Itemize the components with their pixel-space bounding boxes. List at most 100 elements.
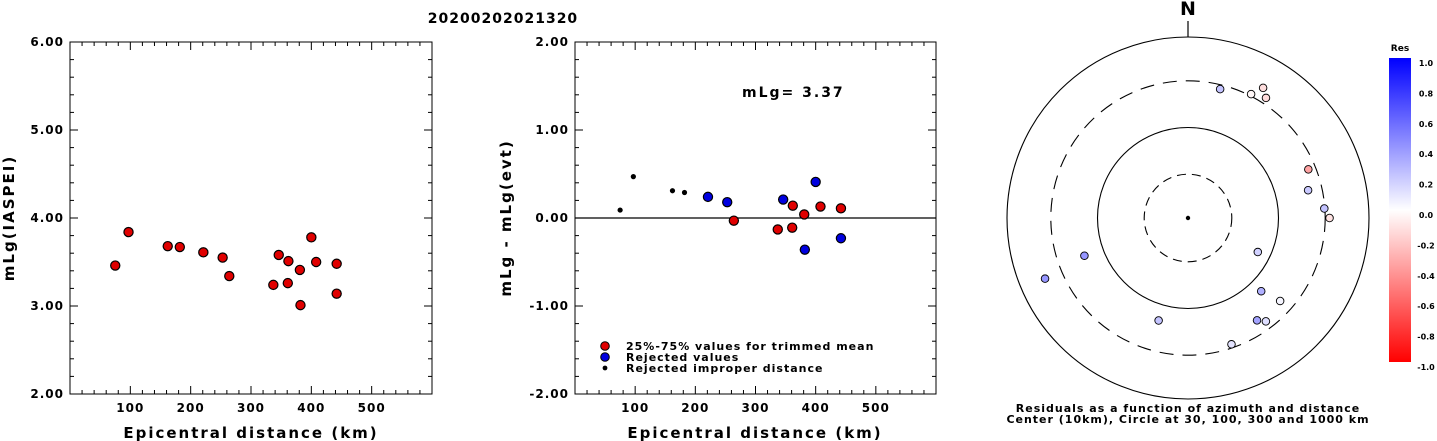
- middle-data-point: [728, 215, 740, 226]
- colorbar-gradient: [1389, 58, 1411, 362]
- middle-data-point: [630, 174, 636, 180]
- left-data-point: [331, 288, 342, 299]
- left-data-point: [283, 255, 294, 267]
- polar-data-point: [1154, 316, 1163, 325]
- left-plot-frame: [69, 41, 433, 395]
- middle-data-point: [617, 207, 623, 213]
- polar-data-point: [1080, 251, 1089, 260]
- left-data-point: [224, 270, 235, 282]
- middle-x-tick-label: 400: [802, 401, 830, 415]
- polar-data-point: [1320, 204, 1329, 213]
- colorbar-tick-label: -0.2: [1417, 241, 1435, 250]
- left-data-point: [110, 260, 121, 271]
- colorbar-tick-label: -0.6: [1417, 302, 1435, 311]
- middle-data-point: [722, 196, 733, 208]
- middle-data-point: [799, 209, 810, 220]
- colorbar-tick-label: -0.8: [1417, 333, 1435, 342]
- middle-x-tick-label: 500: [862, 401, 890, 415]
- left-data-point: [198, 247, 209, 258]
- middle-data-point: [702, 191, 714, 203]
- left-data-point: [331, 258, 342, 269]
- polar-ring: [1143, 173, 1233, 263]
- polar-data-point: [1256, 286, 1266, 296]
- middle-y-axis-label: mLg - mLg(evt): [497, 139, 515, 296]
- polar-data-point: [1227, 340, 1236, 349]
- legend-marker: [600, 352, 610, 362]
- colorbar-tick-label: -1.0: [1417, 363, 1435, 372]
- north-label: N: [1180, 0, 1196, 20]
- legend: 25%-75% values for trimmed meanRejected …: [600, 340, 874, 375]
- polar-data-point: [1261, 93, 1271, 103]
- left-data-point: [123, 226, 134, 238]
- polar-ring: [1096, 126, 1280, 310]
- polar-data-point: [1040, 274, 1050, 283]
- left-data-point: [310, 256, 322, 268]
- polar-data-point: [1303, 186, 1313, 195]
- left-scatter-plot: 100 200 300 400 500 2.00 3.00 4.00 5.00 6.00 Epic…: [0, 35, 433, 441]
- colorbar-title: Res: [1391, 44, 1409, 54]
- left-y-tick-label: 3.00: [30, 299, 64, 313]
- middle-y-tick-label: 0.00: [535, 211, 569, 225]
- left-y-axis-label: mLg(IASPEI): [0, 155, 18, 281]
- left-x-tick-label: 300: [237, 401, 265, 415]
- polar-data-point: [1253, 247, 1263, 257]
- polar-ring: [1050, 80, 1326, 356]
- residual-color-scale: Res 1.0 0.8 0.6 0.4 0.2 0.0 -0.2 -0.4 -0.6 -0.8 -1…: [1389, 44, 1435, 372]
- left-data-point: [282, 277, 294, 289]
- left-data-point: [268, 279, 279, 291]
- colorbar-tick-label: 0.8: [1419, 89, 1434, 98]
- middle-y-tick-label: -1.00: [529, 299, 569, 313]
- colorbar-tick-label: 1.0: [1419, 59, 1434, 68]
- polar-data-point: [1304, 165, 1313, 174]
- polar-data-point: [1258, 83, 1268, 93]
- legend-marker: [600, 341, 610, 351]
- polar-data-point: [1252, 316, 1262, 325]
- left-data-point: [273, 249, 284, 261]
- azimuth-residual-plot: N Residuals as a function of azimuth and…: [1006, 0, 1370, 426]
- left-x-axis-label: Epicentral distance (km): [123, 424, 378, 441]
- middle-data-point: [787, 200, 799, 211]
- mlg-annotation: mLg= 3.37: [742, 85, 845, 101]
- middle-x-tick-label: 200: [681, 401, 709, 415]
- left-x-tick-label: 500: [358, 401, 386, 415]
- colorbar-tick-label: -0.4: [1417, 272, 1435, 281]
- residual-scatter-plot: 100 200 300 400 500 -2.00 -1.00 0.00 1.00 2.00 mL…: [497, 35, 937, 441]
- polar-center-dot: [1185, 215, 1191, 221]
- left-y-tick-label: 5.00: [30, 123, 64, 137]
- polar-data-point: [1215, 84, 1225, 94]
- left-data-point: [295, 299, 306, 311]
- legend-label: Rejected values: [626, 351, 739, 364]
- middle-data-point: [799, 244, 811, 255]
- left-x-tick-label: 100: [116, 401, 144, 415]
- polar-data-point: [1261, 317, 1271, 326]
- left-data-point: [174, 241, 186, 253]
- legend-label: Rejected improper distance: [626, 362, 823, 375]
- middle-y-tick-label: 2.00: [535, 35, 569, 49]
- middle-x-tick-label: 300: [741, 401, 769, 415]
- left-data-point: [306, 232, 317, 243]
- left-y-tick-label: 2.00: [30, 387, 64, 401]
- colorbar-tick-label: 0.6: [1419, 120, 1434, 129]
- left-y-tick-label: 6.00: [30, 35, 64, 49]
- polar-ring: [1006, 36, 1370, 400]
- colorbar-tick-label: 0.2: [1419, 181, 1433, 190]
- polar-data-point: [1246, 89, 1256, 99]
- middle-data-point: [777, 194, 789, 205]
- middle-data-point: [681, 189, 688, 196]
- left-x-tick-label: 200: [177, 401, 205, 415]
- middle-data-point: [810, 176, 821, 188]
- left-data-point: [294, 264, 306, 276]
- middle-data-point: [835, 233, 847, 244]
- middle-x-axis-label: Epicentral distance (km): [627, 424, 882, 441]
- middle-data-point: [835, 203, 847, 214]
- colorbar-tick-label: 0.4: [1419, 150, 1434, 159]
- middle-x-tick-label: 100: [621, 401, 649, 415]
- middle-data-point: [787, 222, 798, 233]
- page-title: 20200202021320: [428, 11, 578, 27]
- polar-data-point: [1275, 296, 1285, 306]
- middle-data-point: [669, 188, 676, 194]
- polar-data-point: [1325, 213, 1334, 223]
- colorbar-tick-label: 0.0: [1419, 211, 1434, 220]
- legend-label: 25%-75% values for trimmed mean: [626, 340, 874, 353]
